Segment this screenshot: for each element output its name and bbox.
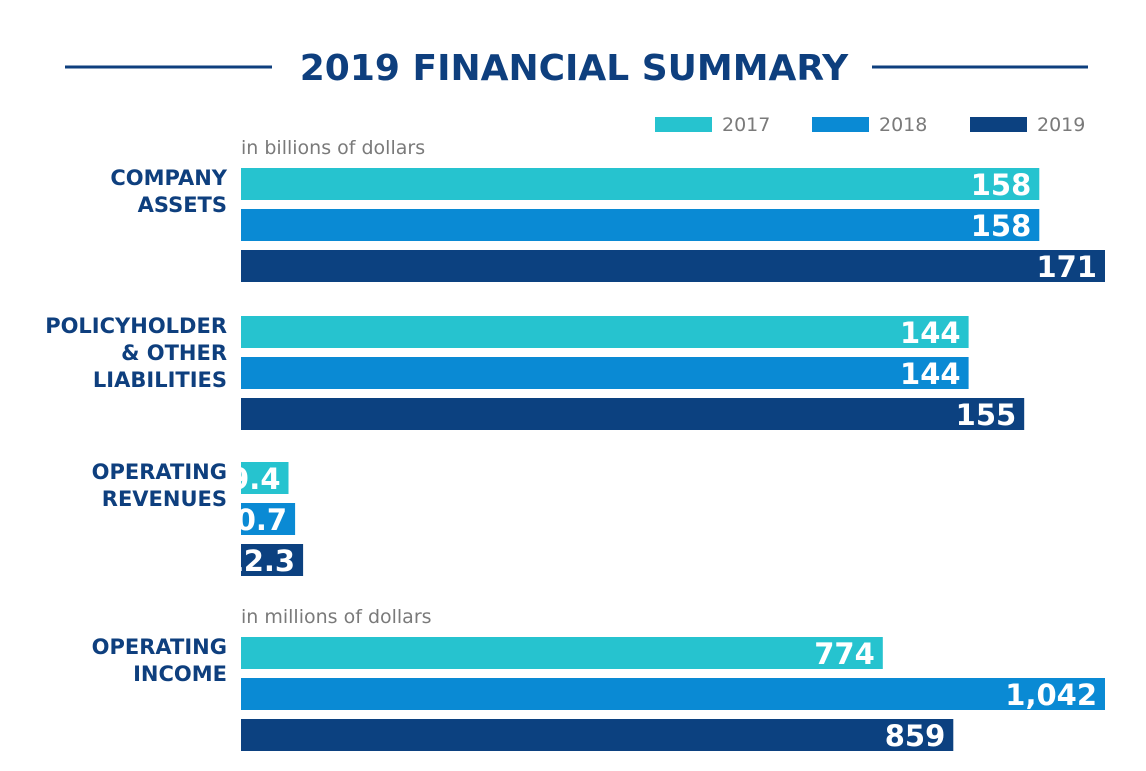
unit-label-billions: in billions of dollars xyxy=(241,137,425,159)
bar-value-label: 171 xyxy=(1036,250,1097,284)
bar-value-label: 144 xyxy=(900,316,961,350)
bar-2017 xyxy=(241,462,289,494)
group-label-line: LIABILITIES xyxy=(93,368,227,392)
bar-value-label: 155 xyxy=(956,398,1017,432)
bar-2018 xyxy=(241,209,1040,241)
group-label-line: ASSETS xyxy=(138,193,227,217)
bar-value-label: 774 xyxy=(814,637,875,671)
bar-value-label: 1,042 xyxy=(1005,678,1097,712)
legend-label-2017: 2017 xyxy=(722,114,770,136)
bar-2018 xyxy=(241,678,1105,710)
bar-2017 xyxy=(241,168,1040,200)
legend-swatch-2017 xyxy=(655,117,712,132)
legend: 2017 2018 2019 xyxy=(655,114,1085,136)
bar-2017 xyxy=(241,316,969,348)
legend-label-2018: 2018 xyxy=(879,114,927,136)
bar-value-label: 10.7 xyxy=(216,503,288,537)
group-label-line: & OTHER xyxy=(121,341,227,365)
group-labels-layer: COMPANY ASSETS POLICYHOLDER & OTHER LIABILIT… xyxy=(45,166,228,686)
bar-2019 xyxy=(241,719,954,751)
group-label-line: OPERATING xyxy=(92,460,227,484)
bar-value-label: 158 xyxy=(971,209,1032,243)
bar-2019 xyxy=(241,398,1025,430)
bar-value-label: 12.3 xyxy=(224,544,296,578)
bar-2019 xyxy=(241,544,304,576)
bar-value-label: 9.4 xyxy=(229,462,280,496)
legend-swatch-2018 xyxy=(812,117,869,132)
bar-value-label: 144 xyxy=(900,357,961,391)
bar-value-label: 859 xyxy=(885,719,946,753)
legend-swatch-2019 xyxy=(970,117,1027,132)
group-label-line: OPERATING xyxy=(92,635,227,659)
bar-value-label: 158 xyxy=(971,168,1032,202)
bar-2019 xyxy=(241,250,1105,282)
group-label-line: INCOME xyxy=(133,662,227,686)
group-label-line: POLICYHOLDER xyxy=(45,314,227,338)
group-label-line: COMPANY xyxy=(110,166,227,190)
chart-title: 2019 FINANCIAL SUMMARY xyxy=(300,48,849,89)
bar-2018 xyxy=(241,357,969,389)
unit-label-millions: in millions of dollars xyxy=(241,606,432,628)
bar-2018 xyxy=(241,503,296,535)
bar-2017 xyxy=(241,637,883,669)
legend-label-2019: 2019 xyxy=(1037,114,1085,136)
group-label-line: REVENUES xyxy=(102,487,227,511)
